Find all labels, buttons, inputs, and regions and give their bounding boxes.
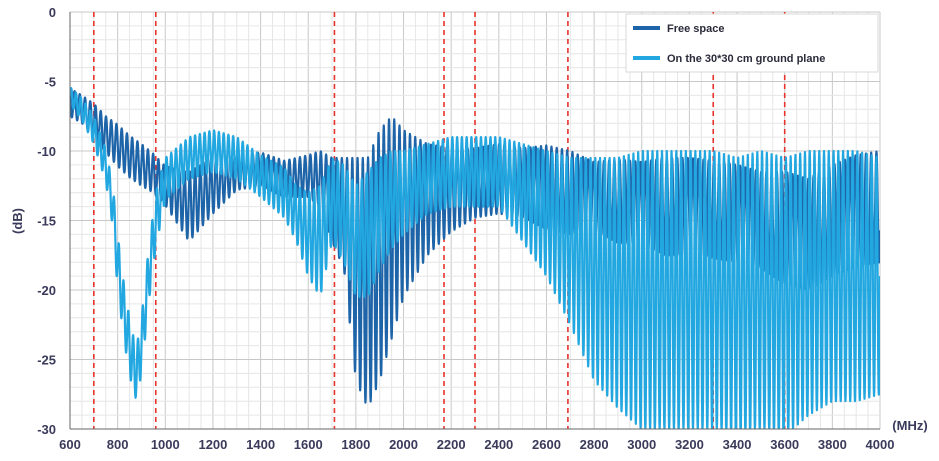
x-tick-label: 800 [107, 437, 129, 452]
x-tick-label: 3800 [818, 437, 847, 452]
legend-box [625, 13, 879, 73]
x-tick-label: 1000 [151, 437, 180, 452]
x-tick-label: 600 [59, 437, 81, 452]
x-tick-label: 3000 [627, 437, 656, 452]
legend-label-free-space: Free space [667, 23, 724, 35]
axes [69, 12, 880, 430]
x-tick-label: 2200 [437, 437, 466, 452]
y-tick-label: -25 [37, 353, 56, 368]
y-tick-label: 0 [49, 5, 56, 20]
y-tick-label: -10 [37, 144, 56, 159]
y-tick-label: -15 [37, 214, 56, 229]
x-tick-label: 1800 [341, 437, 370, 452]
y-tick-labels: 0 -5 -10 -15 -20 -25 -30 [37, 5, 56, 437]
legend: Free space On the 30*30 cm ground plane [625, 13, 879, 73]
y-tick-label: -30 [37, 422, 56, 437]
x-tick-label: 1400 [246, 437, 275, 452]
x-tick-labels: 600 800 1000 1200 1400 1600 1800 2000 2200 2400 26… [59, 437, 894, 452]
x-tick-label: 4000 [866, 437, 895, 452]
x-tick-label: 3400 [723, 437, 752, 452]
series-group [70, 87, 880, 429]
x-tick-label: 2600 [532, 437, 561, 452]
legend-label-ground-plane: On the 30*30 cm ground plane [667, 53, 825, 65]
x-tick-label: 3600 [770, 437, 799, 452]
y-axis-title: (dB) [10, 208, 25, 234]
series-line-0 [70, 89, 880, 404]
y-tick-label: -5 [44, 75, 56, 90]
x-axis-title: (MHz) [892, 418, 927, 433]
x-tick-label: 2000 [389, 437, 418, 452]
x-tick-label: 1200 [198, 437, 227, 452]
x-tick-label: 2800 [580, 437, 609, 452]
series-line-1 [70, 87, 880, 429]
x-tick-label: 2400 [484, 437, 513, 452]
x-tick-label: 3200 [675, 437, 704, 452]
x-tick-label: 1600 [294, 437, 323, 452]
y-tick-label: -20 [37, 283, 56, 298]
